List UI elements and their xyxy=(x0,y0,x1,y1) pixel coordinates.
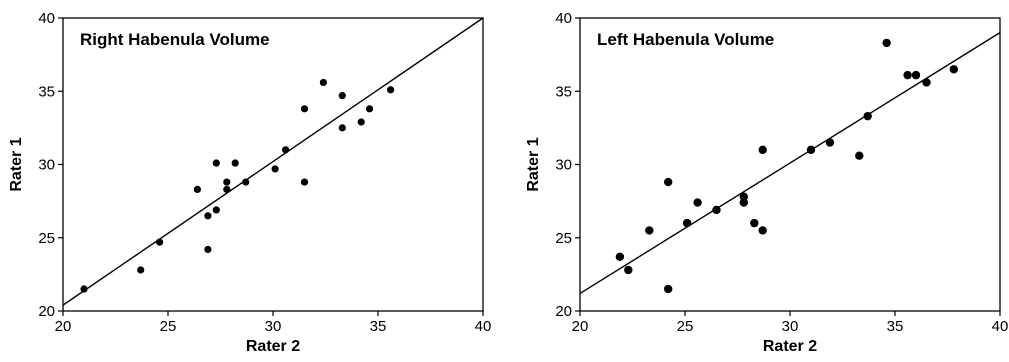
data-point xyxy=(338,92,346,100)
data-point xyxy=(624,265,633,275)
data-point xyxy=(212,206,220,214)
data-point xyxy=(204,245,212,254)
y-tick-label: 30 xyxy=(555,157,572,174)
data-point xyxy=(855,151,864,160)
data-point xyxy=(758,226,767,235)
plot-frame xyxy=(62,17,484,312)
x-tick-label: 25 xyxy=(677,318,694,335)
data-point xyxy=(739,192,748,201)
data-point xyxy=(693,198,702,207)
y-tick-label: 20 xyxy=(555,303,572,320)
data-point xyxy=(739,198,748,207)
y-tick-label: 40 xyxy=(38,10,55,27)
x-tick-label: 30 xyxy=(265,318,282,335)
data-point xyxy=(300,178,309,186)
x-axis-label: Rater 2 xyxy=(763,338,817,355)
data-point xyxy=(712,205,721,215)
data-point xyxy=(137,266,145,274)
data-point xyxy=(231,159,239,167)
data-point xyxy=(863,111,872,121)
y-tick-label: 20 xyxy=(38,303,55,320)
data-point xyxy=(80,285,88,293)
chart-title: Left Habenula Volume xyxy=(597,30,774,49)
data-point xyxy=(271,165,279,173)
x-tick-label: 40 xyxy=(475,318,492,335)
left-habenula-chart: 20 25 30 35 40 20 25 30 35 40 Rater 2 Rater 1 Left H… xyxy=(525,10,1008,355)
data-point xyxy=(300,105,309,113)
data-point xyxy=(645,226,654,235)
data-point xyxy=(156,238,164,246)
x-tick-label: 30 xyxy=(782,318,799,335)
y-axis-label: Rater 1 xyxy=(8,137,25,191)
data-point xyxy=(922,78,931,87)
data-point xyxy=(366,105,374,113)
data-point xyxy=(911,70,921,80)
data-point xyxy=(387,86,395,94)
x-tick-label: 25 xyxy=(160,318,177,335)
data-point xyxy=(223,178,231,186)
data-point xyxy=(282,146,290,154)
data-point xyxy=(664,177,673,187)
data-point xyxy=(615,252,625,261)
x-tick-label: 35 xyxy=(370,318,387,335)
fit-line xyxy=(579,32,1001,295)
y-tick-label: 25 xyxy=(38,230,55,247)
right-habenula-chart: 20 25 30 35 40 20 25 30 35 40 Rater 2 Rater 1 Right … xyxy=(8,10,491,355)
y-axis-label: Rater 1 xyxy=(525,137,542,191)
data-point xyxy=(204,212,212,220)
data-point xyxy=(357,118,365,126)
x-axis-label: Rater 2 xyxy=(246,338,300,355)
y-tick-label: 25 xyxy=(555,230,572,247)
y-tick-label: 35 xyxy=(555,83,572,100)
data-point xyxy=(223,185,231,194)
data-point xyxy=(664,284,673,294)
y-tick-label: 35 xyxy=(38,83,55,100)
data-point xyxy=(338,124,346,132)
y-tick-label: 30 xyxy=(38,157,55,174)
x-tick-label: 20 xyxy=(572,318,589,335)
y-tick-label: 40 xyxy=(555,10,572,27)
data-point xyxy=(319,78,327,87)
x-tick-label: 35 xyxy=(887,318,904,335)
fit-line xyxy=(62,17,484,306)
data-point xyxy=(758,145,767,155)
data-point xyxy=(949,65,958,74)
data-point xyxy=(806,145,816,155)
data-point xyxy=(242,178,250,186)
data-point xyxy=(193,185,201,194)
chart-title: Right Habenula Volume xyxy=(80,30,270,49)
x-tick-label: 40 xyxy=(992,318,1009,335)
data-point xyxy=(682,218,692,228)
data-point xyxy=(212,159,220,167)
plot-frame xyxy=(579,17,1001,312)
data-point xyxy=(903,70,912,80)
data-point xyxy=(750,218,759,228)
data-point xyxy=(825,138,835,147)
x-tick-label: 20 xyxy=(55,318,72,335)
data-point xyxy=(882,38,891,48)
